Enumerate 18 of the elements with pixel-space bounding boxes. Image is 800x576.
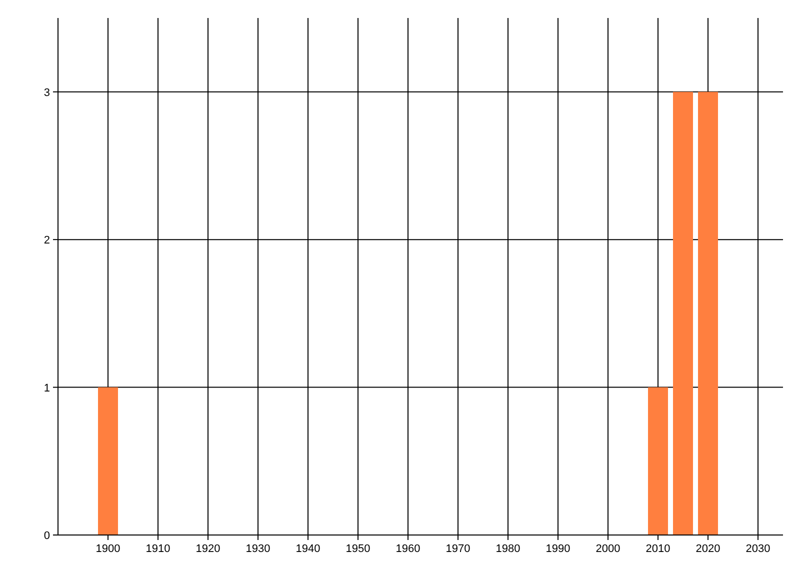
x-tick-label: 2000 bbox=[596, 543, 620, 555]
x-tick-label: 1940 bbox=[296, 543, 320, 555]
x-tick-label: 1960 bbox=[396, 543, 420, 555]
x-tick-label: 1990 bbox=[546, 543, 570, 555]
x-tick-label: 2010 bbox=[646, 543, 670, 555]
y-tick-label: 3 bbox=[44, 86, 50, 99]
x-tick-label: 1930 bbox=[246, 543, 270, 555]
x-tick-label: 1910 bbox=[146, 543, 170, 555]
y-tick-label: 2 bbox=[44, 234, 50, 247]
x-tick-label: 1980 bbox=[496, 543, 520, 555]
x-tick-label: 1950 bbox=[346, 543, 370, 555]
x-tick-label: 1920 bbox=[196, 543, 220, 555]
x-tick-label: 2020 bbox=[696, 543, 720, 555]
y-tick-label: 1 bbox=[44, 382, 50, 394]
x-tick-label: 2030 bbox=[746, 543, 770, 555]
x-tick-label: 1970 bbox=[446, 543, 470, 555]
x-tick-label: 1900 bbox=[96, 543, 120, 555]
y-tick-label: 0 bbox=[44, 530, 50, 542]
